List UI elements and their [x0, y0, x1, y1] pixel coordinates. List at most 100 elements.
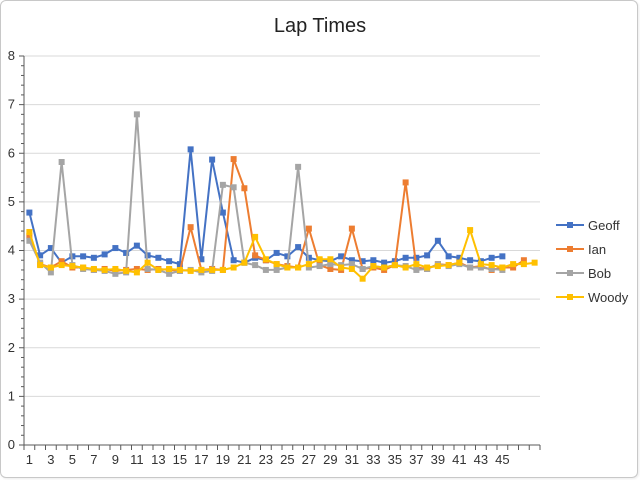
x-tick-label: 31: [345, 452, 359, 467]
data-point-woody: [252, 233, 259, 240]
series-line-geoff: [28, 148, 503, 266]
data-point-bob: [273, 266, 280, 273]
data-point-geoff: [413, 254, 420, 261]
legend-item-woody: Woody: [556, 290, 629, 305]
series-bob: [26, 111, 506, 277]
x-tick-label: 13: [151, 452, 165, 467]
data-point-geoff: [456, 254, 463, 261]
data-point-bob: [47, 269, 54, 276]
y-tick-label: 0: [8, 437, 15, 452]
series-layer: [26, 111, 538, 282]
data-point-geoff: [424, 252, 431, 259]
data-point-woody: [123, 267, 130, 274]
data-point-geoff: [133, 242, 140, 249]
data-point-bob: [58, 159, 65, 166]
data-point-bob: [467, 264, 474, 271]
x-tick-label: 23: [259, 452, 273, 467]
data-point-bob: [230, 184, 237, 191]
data-point-woody: [402, 264, 409, 271]
data-point-ian: [348, 225, 355, 232]
data-point-woody: [112, 265, 119, 272]
data-point-geoff: [488, 254, 495, 261]
data-point-geoff: [467, 257, 474, 264]
data-point-bob: [112, 270, 119, 277]
data-point-woody: [241, 259, 248, 266]
data-point-woody: [327, 256, 334, 263]
data-point-woody: [445, 262, 452, 269]
x-tick-label: 35: [388, 452, 402, 467]
data-point-geoff: [370, 257, 377, 264]
data-point-woody: [434, 263, 441, 270]
data-point-geoff: [187, 146, 194, 153]
data-point-ian: [241, 185, 248, 192]
y-tick-label: 8: [8, 48, 15, 63]
data-point-ian: [327, 265, 334, 272]
data-point-geoff: [80, 253, 87, 260]
data-point-ian: [187, 224, 194, 231]
data-point-geoff: [47, 245, 54, 252]
legend-item-bob: Bob: [556, 266, 611, 281]
data-point-woody: [155, 266, 162, 273]
data-point-woody: [348, 265, 355, 272]
data-point-geoff: [230, 257, 237, 264]
data-point-geoff: [198, 256, 205, 263]
data-point-woody: [219, 266, 226, 273]
data-point-woody: [80, 264, 87, 271]
data-point-bob: [348, 261, 355, 268]
data-point-ian: [252, 252, 259, 259]
x-tick-label: 15: [173, 452, 187, 467]
data-point-bob: [305, 264, 312, 271]
data-point-woody: [467, 227, 474, 234]
legend-label: Woody: [588, 290, 629, 305]
data-point-geoff: [123, 249, 130, 256]
data-point-woody: [477, 261, 484, 268]
data-point-geoff: [434, 237, 441, 244]
data-point-geoff: [402, 254, 409, 261]
data-point-ian: [26, 232, 33, 239]
data-point-bob: [133, 111, 140, 118]
data-point-geoff: [37, 252, 44, 259]
data-point-bob: [316, 263, 323, 270]
y-tick-label: 3: [8, 291, 15, 306]
x-tick-label: 21: [237, 452, 251, 467]
data-point-geoff: [348, 257, 355, 264]
data-point-geoff: [166, 258, 173, 265]
legend-item-geoff: Geoff: [556, 218, 620, 233]
data-point-woody: [370, 263, 377, 270]
data-point-woody: [101, 266, 108, 273]
data-point-geoff: [26, 209, 33, 216]
data-point-woody: [47, 264, 54, 271]
data-point-woody: [58, 262, 65, 269]
x-tick-label: 19: [216, 452, 230, 467]
data-point-geoff: [219, 209, 226, 216]
x-tick-label: 27: [302, 452, 316, 467]
data-point-woody: [187, 267, 194, 274]
data-point-bob: [219, 181, 226, 188]
data-point-bob: [359, 265, 366, 272]
data-point-woody: [413, 261, 420, 268]
y-tick-label: 6: [8, 145, 15, 160]
data-point-geoff: [284, 253, 291, 260]
data-point-woody: [295, 264, 302, 271]
data-point-bob: [166, 270, 173, 277]
data-point-woody: [209, 266, 216, 273]
data-point-woody: [69, 263, 76, 270]
x-tick-label: 39: [431, 452, 445, 467]
data-point-woody: [338, 264, 345, 271]
data-point-geoff: [273, 249, 280, 256]
data-point-geoff: [295, 244, 302, 251]
data-point-woody: [381, 264, 388, 271]
data-point-woody: [273, 261, 280, 268]
data-point-bob: [295, 163, 302, 170]
data-point-geoff: [90, 254, 97, 261]
data-point-woody: [391, 262, 398, 269]
series-geoff: [26, 146, 506, 268]
x-tick-label: 43: [474, 452, 488, 467]
data-point-woody: [359, 275, 366, 282]
x-tick-label: 17: [194, 452, 208, 467]
legend-swatch-marker: [567, 222, 573, 228]
x-tick-label: 11: [130, 452, 144, 467]
data-point-woody: [198, 266, 205, 273]
